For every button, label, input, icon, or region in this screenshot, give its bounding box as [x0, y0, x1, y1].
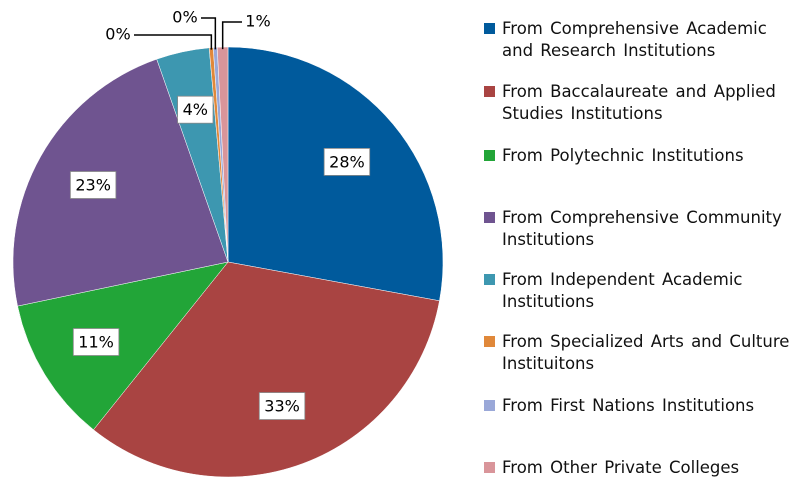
legend-item: From Comprehensive Community Institution… — [484, 207, 804, 251]
data-label: 28% — [329, 152, 365, 171]
legend-swatch — [484, 462, 495, 473]
data-label: 0% — [105, 25, 130, 44]
legend-item: From Polytechnic Institutions — [484, 145, 804, 167]
data-label: 23% — [75, 176, 111, 195]
legend-label: From Comprehensive Academic and Research… — [502, 19, 767, 60]
legend-label: From Comprehensive Community Institution… — [502, 208, 782, 249]
legend-swatch — [484, 400, 495, 411]
data-label: 0% — [172, 8, 197, 27]
data-label: 11% — [78, 333, 114, 352]
label-box — [69, 171, 117, 199]
legend-swatch — [484, 23, 495, 34]
legend-swatch — [484, 274, 495, 285]
leader-line — [221, 21, 242, 50]
legend-item: From Comprehensive Academic and Research… — [484, 18, 804, 62]
label-box — [258, 392, 306, 420]
legend-swatch — [484, 86, 495, 97]
legend-label: From Specialized Arts and Culture Instit… — [502, 332, 790, 373]
data-label: 4% — [183, 100, 208, 119]
legend-label: From Polytechnic Institutions — [502, 146, 744, 165]
label-box — [72, 328, 120, 356]
legend-swatch — [484, 212, 495, 223]
legend-label: From Independent Academic Institutions — [502, 270, 743, 311]
leader-line — [134, 34, 213, 50]
legend-item: From First Nations Institutions — [484, 395, 804, 417]
legend-item: From Specialized Arts and Culture Instit… — [484, 331, 804, 375]
pie-slice — [12, 58, 229, 307]
legend-label: From Other Private Colleges — [502, 458, 740, 477]
leader-line — [201, 17, 217, 50]
legend-item: From Other Private Colleges — [484, 457, 804, 478]
legend-item: From Independent Academic Institutions — [484, 269, 804, 313]
legend-swatch — [484, 150, 495, 161]
legend-label: From First Nations Institutions — [502, 396, 755, 415]
label-box — [177, 95, 214, 124]
data-label: 33% — [264, 397, 300, 416]
pie-slice — [93, 261, 440, 478]
pie-slice — [17, 261, 229, 431]
legend-swatch — [484, 336, 495, 347]
legend-label: From Baccalaureate and Applied Studies I… — [502, 82, 776, 123]
label-box — [323, 148, 371, 176]
legend-item: From Baccalaureate and Applied Studies I… — [484, 81, 804, 125]
data-label: 1% — [245, 12, 270, 31]
